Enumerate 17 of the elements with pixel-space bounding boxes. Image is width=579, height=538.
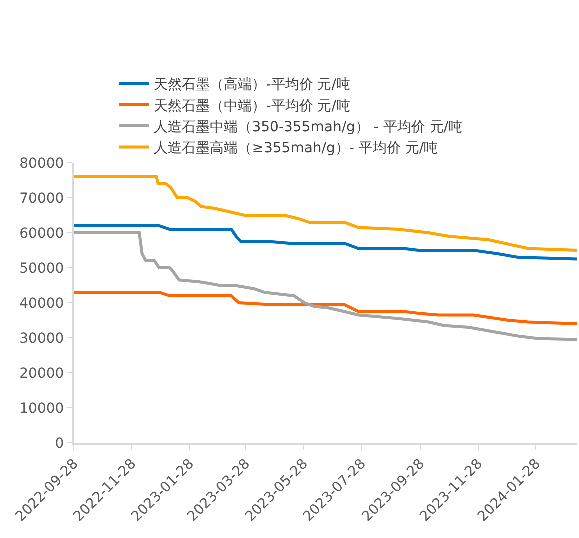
y-tick-label: 10000 [20,400,64,417]
line-series [74,224,577,261]
legend-label: 天然石墨（高端）-平均价 元/吨 [154,77,350,94]
y-tick-label: 80000 [20,156,64,172]
legend-label: 人造石墨中端（350-355mah/g） - 平均价 元/吨 [154,119,463,136]
y-tick-label: 0 [55,436,64,452]
y-tick-label: 70000 [20,190,64,207]
line-series [74,291,577,326]
legend-label: 人造石墨高端（≥355mah/g）- 平均价 元/吨 [154,140,438,157]
y-tick-label: 50000 [20,260,64,277]
y-tick-label: 60000 [20,226,64,242]
line-series [74,232,577,342]
line-series [74,176,577,252]
legend-label: 天然石墨（中端）-平均价 元/吨 [154,98,350,114]
y-tick-label: 20000 [20,366,64,382]
y-tick-label: 40000 [20,296,64,312]
y-tick-label: 30000 [20,330,64,347]
